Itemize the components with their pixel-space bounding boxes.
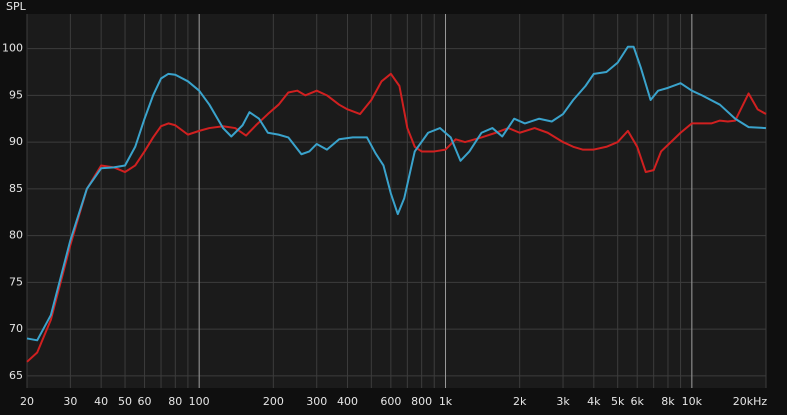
response-line: [26, 72, 767, 363]
y-tick-label: 95: [9, 88, 23, 101]
x-tick-label: 20kHz: [733, 395, 768, 408]
response-line: [26, 45, 767, 342]
x-tick-label: 80: [168, 395, 182, 408]
x-tick-label: 300: [306, 395, 327, 408]
x-tick-label: 100: [189, 395, 210, 408]
x-tick-label: 1k: [439, 395, 453, 408]
y-tick-label: 70: [9, 322, 23, 335]
x-tick-label: 800: [411, 395, 432, 408]
x-tick-label: 400: [337, 395, 358, 408]
y-tick-label: 65: [9, 369, 23, 382]
x-tick-label: 6k: [631, 395, 645, 408]
x-tick-label: 40: [94, 395, 108, 408]
x-tick-label: 2k: [513, 395, 527, 408]
x-tick-label: 4k: [587, 395, 601, 408]
x-tick-label: 8k: [661, 395, 675, 408]
x-tick-label: 3k: [556, 395, 570, 408]
chart-title: SPL: [6, 0, 27, 13]
x-tick-label: 600: [380, 395, 401, 408]
y-tick-label: 75: [9, 275, 23, 288]
x-tick-label: 20: [20, 395, 34, 408]
x-tick-label: 30: [63, 395, 77, 408]
x-tick-label: 10k: [682, 395, 703, 408]
x-tick-label: 60: [138, 395, 152, 408]
y-tick-label: 100: [2, 42, 23, 55]
x-tick-label: 200: [263, 395, 284, 408]
y-tick-label: 85: [9, 182, 23, 195]
y-tick-label: 80: [9, 229, 23, 242]
y-tick-label: 90: [9, 135, 23, 148]
x-tick-label: 50: [118, 395, 132, 408]
x-tick-label: 5k: [611, 395, 625, 408]
plot-area: [27, 14, 766, 388]
